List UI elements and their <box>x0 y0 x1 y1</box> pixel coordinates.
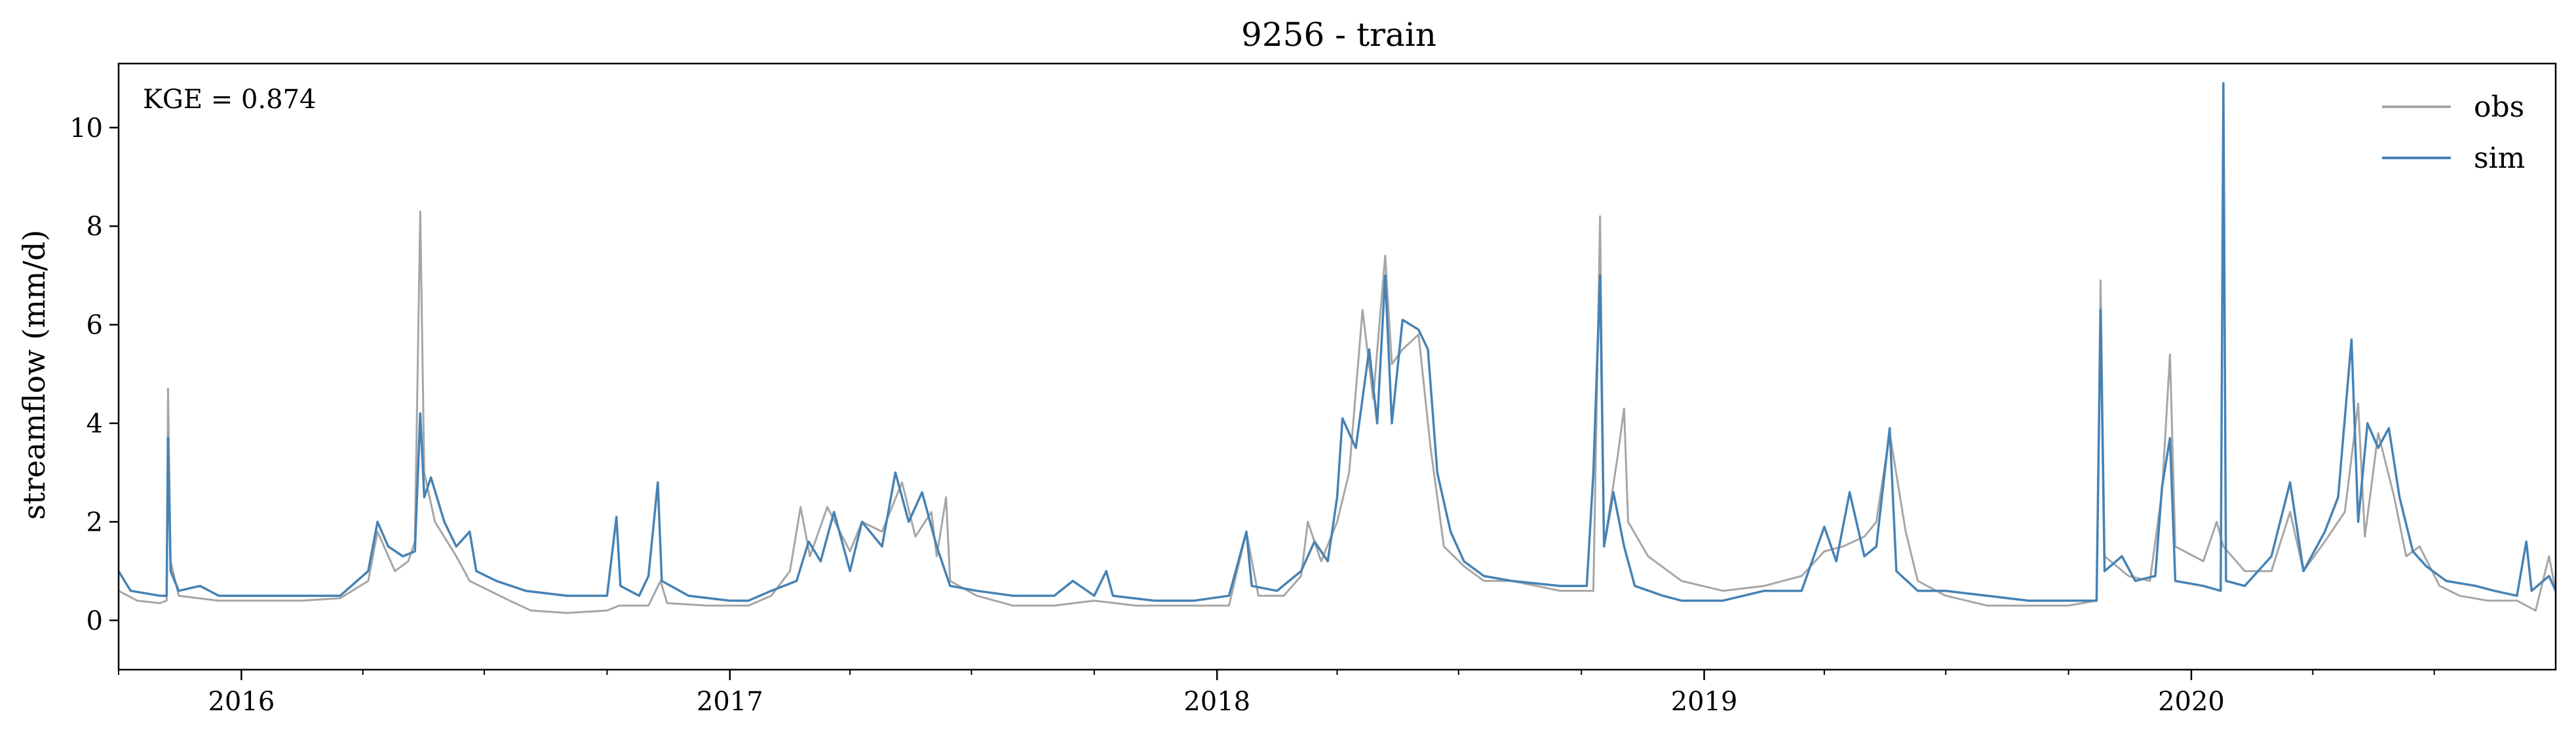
x-tick-label: 2019 <box>1671 687 1738 717</box>
legend-sim-label: sim <box>2474 142 2525 175</box>
y-tick-label: 2 <box>87 507 103 537</box>
chart-title: 9256 - train <box>1241 16 1436 54</box>
y-tick-label: 4 <box>87 409 103 439</box>
kge-annotation: KGE = 0.874 <box>143 85 317 115</box>
tick-layer: 0 2 4 6 8 10 2016 2017 2018 2019 2020 <box>69 113 2435 717</box>
y-tick-label: 8 <box>87 212 103 242</box>
legend: obs sim <box>2382 90 2525 175</box>
legend-obs-label: obs <box>2474 90 2524 124</box>
y-tick-label: 6 <box>87 311 103 341</box>
plot-frame <box>117 62 2557 671</box>
series-layer <box>117 82 2557 614</box>
x-tick-label: 2017 <box>697 687 763 717</box>
y-axis-label: streamflow (mm/d) <box>16 230 52 520</box>
x-tick-label: 2018 <box>1183 687 1250 717</box>
y-tick-label: 0 <box>87 606 103 636</box>
series-line-obs <box>118 210 2557 614</box>
series-line-sim <box>117 82 2557 602</box>
y-tick-label: 10 <box>69 113 103 143</box>
x-tick-label: 2016 <box>208 687 275 717</box>
x-tick-label: 2020 <box>2158 687 2225 717</box>
